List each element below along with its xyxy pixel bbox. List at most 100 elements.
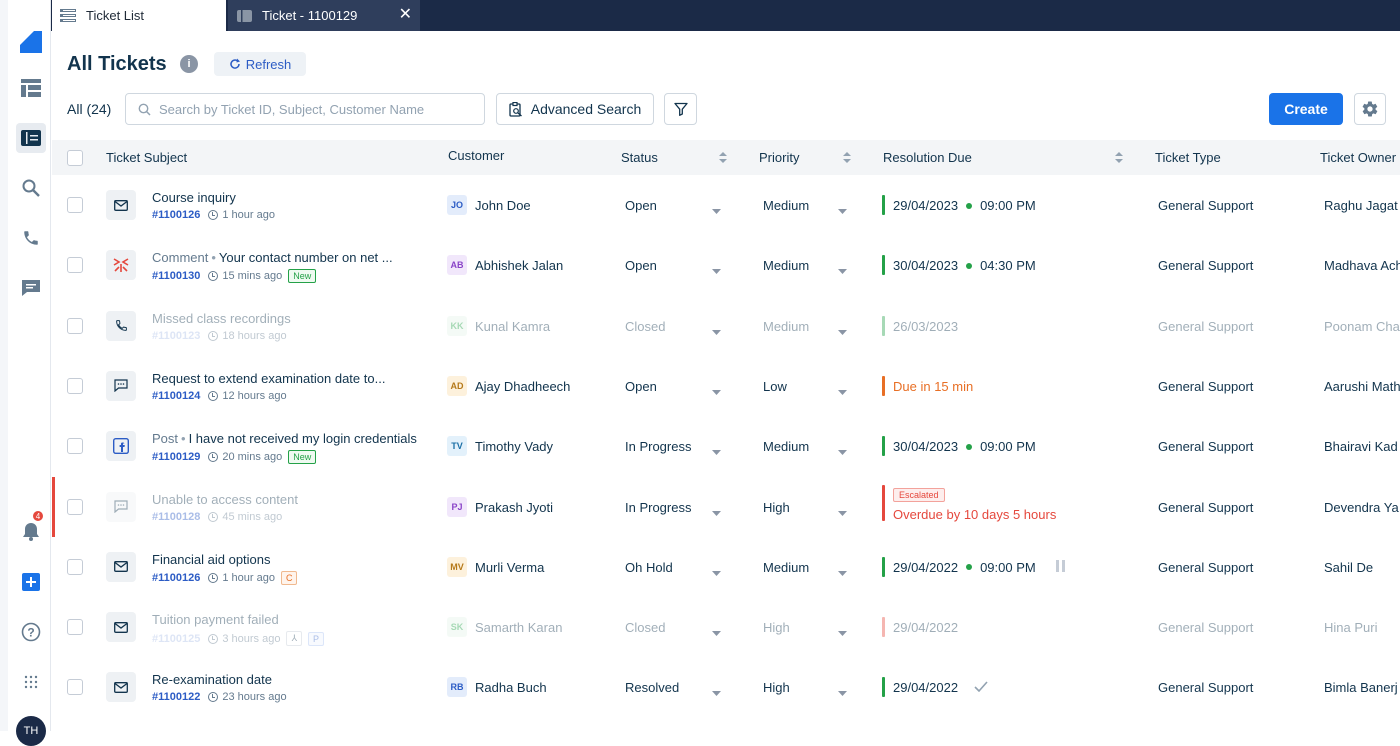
- table-row[interactable]: Financial aid options #1100126 1 hour ago C…: [52, 537, 1400, 597]
- ticket-id-link[interactable]: #1100128: [152, 510, 201, 523]
- row-checkbox[interactable]: [67, 679, 83, 696]
- ticket-owner[interactable]: Raghu Jagat: [1324, 198, 1398, 213]
- chevron-down-icon[interactable]: [712, 623, 721, 641]
- customer-name[interactable]: Ajay Dhadheech: [475, 378, 571, 394]
- customer-name[interactable]: Samarth Karan: [475, 620, 563, 636]
- ticket-subject[interactable]: Re-examination date: [152, 672, 272, 687]
- chevron-down-icon[interactable]: [838, 322, 847, 340]
- col-status[interactable]: Status: [621, 150, 658, 165]
- row-checkbox[interactable]: [67, 498, 83, 515]
- dashboard-icon[interactable]: [16, 73, 46, 103]
- search-field[interactable]: [125, 93, 485, 125]
- chevron-down-icon[interactable]: [838, 442, 847, 460]
- chevron-down-icon[interactable]: [838, 503, 847, 521]
- ticket-subject[interactable]: Request to extend examination date to...: [152, 371, 385, 386]
- sort-icon[interactable]: [719, 152, 727, 163]
- chat-icon[interactable]: [16, 273, 46, 303]
- priority-value[interactable]: Medium: [763, 439, 810, 455]
- tab-ticket-detail[interactable]: Ticket - 1100129 ✕: [228, 0, 420, 31]
- ticket-id-link[interactable]: #1100130: [152, 270, 201, 283]
- ticket-id-link[interactable]: #1100125: [152, 632, 201, 645]
- col-priority[interactable]: Priority: [759, 150, 800, 165]
- row-checkbox[interactable]: [67, 377, 83, 394]
- help-icon[interactable]: ?: [16, 617, 46, 647]
- ticket-id-link[interactable]: #1100126: [152, 209, 201, 221]
- ticket-subject[interactable]: Comment • Your contact number on net ...: [152, 250, 393, 266]
- chevron-down-icon[interactable]: [838, 683, 847, 701]
- table-row[interactable]: Request to extend examination date to...…: [52, 356, 1400, 416]
- chevron-down-icon[interactable]: [712, 683, 721, 701]
- customer-name[interactable]: John Doe: [475, 198, 531, 213]
- ticket-id-link[interactable]: #1100126: [152, 571, 201, 584]
- chevron-down-icon[interactable]: [712, 382, 721, 400]
- chevron-down-icon[interactable]: [712, 201, 721, 219]
- ticket-owner[interactable]: Hina Puri: [1324, 620, 1378, 636]
- apps-grid-icon[interactable]: [16, 667, 46, 697]
- chevron-down-icon[interactable]: [838, 261, 847, 279]
- create-button[interactable]: Create: [1269, 93, 1343, 125]
- close-icon[interactable]: ✕: [398, 6, 412, 23]
- search-icon[interactable]: [16, 173, 46, 203]
- add-icon[interactable]: [16, 567, 46, 597]
- chevron-down-icon[interactable]: [838, 201, 847, 219]
- user-avatar[interactable]: TH: [16, 716, 46, 746]
- status-value[interactable]: In Progress: [625, 439, 692, 455]
- logo-icon[interactable]: [16, 27, 46, 57]
- col-resolution-due[interactable]: Resolution Due: [883, 150, 972, 165]
- chevron-down-icon[interactable]: [838, 382, 847, 400]
- phone-icon[interactable]: [16, 223, 46, 253]
- status-value[interactable]: Open: [625, 378, 657, 394]
- status-value[interactable]: Open: [625, 198, 657, 213]
- customer-name[interactable]: Prakash Jyoti: [475, 499, 554, 515]
- info-icon[interactable]: i: [180, 55, 198, 73]
- ticket-subject[interactable]: Post • I have not received my login creden…: [152, 431, 417, 447]
- customer-name[interactable]: Murli Verma: [475, 559, 545, 575]
- status-value[interactable]: Resolved: [625, 680, 680, 696]
- row-checkbox[interactable]: [67, 619, 83, 636]
- search-input[interactable]: [159, 101, 469, 117]
- advanced-search-button[interactable]: Advanced Search: [496, 93, 654, 125]
- chevron-down-icon[interactable]: [712, 442, 721, 460]
- ticket-id-link[interactable]: #1100122: [152, 691, 201, 704]
- status-value[interactable]: Closed: [625, 620, 666, 636]
- chevron-down-icon[interactable]: [712, 322, 721, 340]
- ticket-subject[interactable]: Tuition payment failed: [152, 612, 279, 627]
- bell-icon[interactable]: 4: [16, 510, 46, 546]
- refresh-button[interactable]: Refresh: [214, 52, 306, 76]
- table-row[interactable]: Re-examination date #1100122 23 hours ago R…: [52, 657, 1400, 718]
- customer-name[interactable]: Radha Buch: [475, 680, 547, 696]
- customer-name[interactable]: Abhishek Jalan: [475, 258, 564, 274]
- chevron-down-icon[interactable]: [712, 563, 721, 581]
- priority-value[interactable]: Medium: [763, 318, 810, 334]
- table-row[interactable]: Unable to access content #1100128 45 mins …: [52, 476, 1400, 537]
- row-checkbox[interactable]: [67, 257, 83, 274]
- customer-name[interactable]: Kunal Kamra: [475, 318, 551, 334]
- ticket-subject[interactable]: Financial aid options: [152, 552, 271, 567]
- priority-value[interactable]: Medium: [763, 559, 810, 575]
- priority-value[interactable]: Low: [763, 378, 787, 394]
- chevron-down-icon[interactable]: [838, 623, 847, 641]
- status-value[interactable]: In Progress: [625, 499, 692, 515]
- ticket-owner[interactable]: Madhava Ach: [1324, 258, 1400, 274]
- priority-value[interactable]: High: [763, 680, 790, 696]
- customer-name[interactable]: Timothy Vady: [475, 439, 554, 455]
- ticket-owner[interactable]: Devendra Ya: [1324, 499, 1399, 515]
- select-all-checkbox[interactable]: [67, 149, 83, 166]
- table-row[interactable]: Course inquiry #1100126 1 hour ago JO John D…: [52, 175, 1400, 235]
- priority-value[interactable]: High: [763, 499, 790, 515]
- status-value[interactable]: Open: [625, 258, 657, 274]
- chevron-down-icon[interactable]: [712, 261, 721, 279]
- row-checkbox[interactable]: [67, 558, 83, 575]
- tickets-icon[interactable]: [16, 123, 46, 153]
- table-row[interactable]: Missed class recordings #1100123 18 hours …: [52, 296, 1400, 356]
- ticket-owner[interactable]: Bhairavi Kad: [1324, 439, 1398, 455]
- sort-icon[interactable]: [1115, 152, 1123, 163]
- table-row[interactable]: Post • I have not received my login creden…: [52, 416, 1400, 477]
- ticket-owner[interactable]: Bimla Banerj: [1324, 680, 1398, 696]
- ticket-id-link[interactable]: #1100123: [152, 329, 201, 342]
- sort-icon[interactable]: [843, 152, 851, 163]
- ticket-subject[interactable]: Course inquiry: [152, 190, 236, 205]
- chevron-down-icon[interactable]: [712, 503, 721, 521]
- status-value[interactable]: Oh Hold: [625, 559, 673, 575]
- row-checkbox[interactable]: [67, 197, 83, 213]
